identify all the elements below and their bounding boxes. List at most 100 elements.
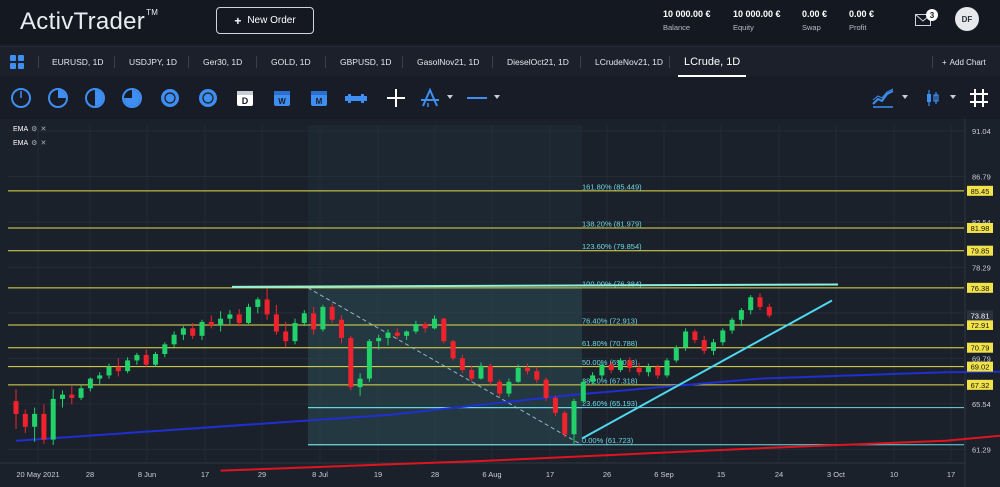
tab-dieseloct21[interactable]: DieselOct21, 1D [507, 57, 569, 67]
chart-toolbar: D W M [0, 79, 1000, 117]
candle-body [599, 364, 605, 376]
circle-f-icon[interactable] [159, 87, 181, 109]
fib-price-tag-text: 70.79 [971, 344, 990, 353]
y-tick-label: 82.54 [972, 218, 991, 227]
candle-body [311, 313, 317, 330]
add-chart-label: Add Chart [949, 57, 986, 67]
chart-type-icon[interactable] [345, 87, 367, 109]
tab-lcrudenov21[interactable]: LCrudeNov21, 1D [595, 57, 664, 67]
candle-body [143, 355, 149, 365]
fib-level-label: 100.00% (76.384) [582, 279, 642, 288]
candle-body [655, 366, 661, 376]
tab-ger30[interactable]: Ger30, 1D [203, 57, 243, 67]
candle-body [385, 332, 391, 338]
x-tick-label: 17 [947, 470, 955, 479]
tab-separator [114, 56, 115, 68]
profit-value: 0.00 € [849, 9, 875, 19]
price-chart-area[interactable]: 161.80% (85.449) 138.20% (81.979) 123.60% … [0, 119, 1000, 487]
plus-icon: + [234, 13, 242, 28]
candle-body [636, 367, 642, 373]
circle-three-quarter-icon[interactable] [121, 87, 143, 109]
candle-body [339, 319, 344, 338]
candle-body [394, 332, 400, 336]
add-chart-button[interactable]: + Add Chart [942, 47, 986, 77]
circle-quarter-icon[interactable] [47, 87, 69, 109]
calendar-w-icon[interactable]: W [271, 87, 293, 109]
settings-icon[interactable]: ⚙ [31, 126, 38, 133]
tab-separator [256, 56, 257, 68]
new-order-button[interactable]: + New Order [216, 7, 314, 34]
chevron-down-icon[interactable] [950, 95, 956, 99]
fib-price-tag [967, 319, 993, 330]
candle-body [115, 366, 121, 372]
x-tick-label: 17 [201, 470, 209, 479]
tab-gold[interactable]: GOLD, 1D [271, 57, 311, 67]
candlestick-chart[interactable]: 161.80% (85.449) 138.20% (81.979) 123.60% … [0, 119, 1000, 487]
candle-type-icon[interactable] [922, 87, 944, 109]
candle-body [701, 340, 707, 351]
chevron-down-icon[interactable] [494, 95, 500, 99]
tab-gasolnov21[interactable]: GasolNov21, 1D [417, 57, 480, 67]
svg-text:D: D [242, 96, 249, 106]
chevron-down-icon[interactable] [447, 95, 453, 99]
crosshair-icon[interactable] [385, 87, 407, 109]
candle-body [199, 321, 205, 336]
chevron-down-icon[interactable] [902, 95, 908, 99]
tab-separator [325, 56, 326, 68]
trend-line [581, 299, 833, 440]
candle-body [32, 413, 38, 427]
x-tick-label: 17 [546, 470, 554, 479]
fib-level-label: 138.20% (81.979) [582, 219, 642, 228]
layout-grid-icon[interactable] [10, 55, 24, 69]
tab-usdjpy[interactable]: USDJPY, 1D [129, 57, 178, 67]
calendar-d-icon[interactable]: D [234, 87, 256, 109]
candle-body [357, 378, 363, 388]
indicators-icon[interactable] [872, 87, 894, 109]
svg-text:W: W [278, 97, 286, 106]
line-style-icon[interactable] [466, 87, 488, 109]
candle-body [50, 398, 56, 440]
ema-legend-label: EMA [13, 125, 29, 133]
fib-price-tag-text: 81.98 [971, 224, 990, 233]
fib-price-tag-text: 85.45 [971, 187, 990, 196]
ema-legend-2: EMA ⚙ ✕ [13, 139, 47, 148]
fib-price-tag [967, 282, 993, 293]
fib-price-tag [967, 222, 993, 233]
close-icon[interactable]: ✕ [40, 140, 47, 147]
tab-separator [580, 56, 581, 68]
candle-body [459, 358, 465, 371]
candle-body [134, 355, 140, 361]
tab-lcrude[interactable]: LCrude, 1D [677, 47, 747, 77]
candle-body [729, 319, 735, 331]
fib-level-label: 61.80% (70.788) [582, 339, 638, 348]
logo: ActivTraderTM [20, 8, 159, 35]
candle-body [590, 375, 596, 382]
tab-separator [932, 56, 933, 68]
user-avatar[interactable]: DF [955, 7, 979, 31]
tab-eurusd[interactable]: EURUSD, 1D [52, 57, 104, 67]
settings-icon[interactable]: ⚙ [31, 140, 38, 147]
candle-body [218, 318, 224, 326]
circle-half-icon[interactable] [84, 87, 106, 109]
circle-outline-icon[interactable] [10, 87, 32, 109]
x-tick-label: 10 [890, 470, 898, 479]
candle-body [301, 313, 307, 323]
new-order-label: New Order [247, 15, 296, 26]
tab-gbpusd[interactable]: GBPUSD, 1D [340, 57, 392, 67]
calendar-m-icon[interactable]: M [308, 87, 330, 109]
candle-body [13, 401, 19, 414]
grid-toggle-icon[interactable] [968, 87, 990, 109]
fib-level-label: 50.00% (69.018) [582, 358, 638, 367]
candle-body [525, 367, 530, 372]
x-tick-label: 8 Jul [312, 470, 328, 479]
x-tick-label: 20 May 2021 [16, 470, 59, 479]
profit-label: Profit [849, 23, 867, 32]
top-header: ActivTraderTM + New Order 10 000.00 € Ba… [0, 0, 1000, 44]
fibonacci-tool-icon[interactable] [419, 87, 441, 109]
circle-o-icon[interactable] [197, 87, 219, 109]
x-tick-label: 19 [374, 470, 382, 479]
candle-body [97, 375, 103, 379]
close-icon[interactable]: ✕ [40, 126, 47, 133]
tab-separator [188, 56, 189, 68]
